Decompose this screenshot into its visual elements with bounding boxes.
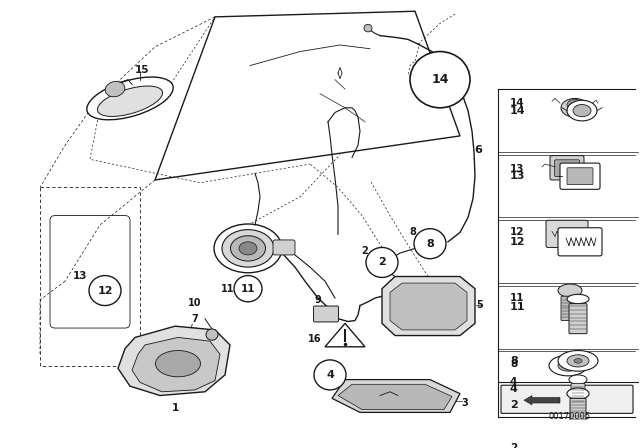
Polygon shape <box>332 379 460 413</box>
FancyBboxPatch shape <box>569 304 587 334</box>
FancyBboxPatch shape <box>561 296 579 321</box>
Circle shape <box>366 247 398 277</box>
Ellipse shape <box>558 284 582 297</box>
FancyBboxPatch shape <box>558 228 602 256</box>
Text: 12: 12 <box>510 228 525 237</box>
Text: 3: 3 <box>461 398 468 408</box>
Text: 8: 8 <box>410 228 417 237</box>
Text: 2: 2 <box>510 443 517 448</box>
Ellipse shape <box>561 99 589 117</box>
Ellipse shape <box>558 360 578 371</box>
Text: 15: 15 <box>135 65 149 75</box>
Polygon shape <box>382 276 475 336</box>
Ellipse shape <box>567 99 583 111</box>
Text: 14: 14 <box>510 98 525 108</box>
Text: 4: 4 <box>326 370 334 380</box>
Text: 2: 2 <box>378 258 386 267</box>
Ellipse shape <box>567 294 589 304</box>
Text: 11: 11 <box>241 284 255 294</box>
Text: 16: 16 <box>308 334 322 345</box>
Ellipse shape <box>574 358 582 363</box>
Text: 1: 1 <box>172 403 179 413</box>
FancyArrow shape <box>524 396 560 405</box>
Ellipse shape <box>567 355 589 367</box>
Ellipse shape <box>230 236 266 261</box>
Text: 10: 10 <box>188 298 202 308</box>
Ellipse shape <box>564 363 572 368</box>
Ellipse shape <box>87 77 173 120</box>
Text: 4: 4 <box>510 384 518 394</box>
FancyBboxPatch shape <box>554 160 579 177</box>
Text: 00170005: 00170005 <box>549 412 591 421</box>
FancyBboxPatch shape <box>560 163 600 190</box>
FancyBboxPatch shape <box>314 306 339 322</box>
Circle shape <box>410 52 470 108</box>
Text: 13: 13 <box>73 271 87 281</box>
Text: 13: 13 <box>510 164 525 174</box>
Polygon shape <box>338 384 452 409</box>
FancyBboxPatch shape <box>273 240 295 255</box>
Text: 4: 4 <box>510 377 517 388</box>
Ellipse shape <box>222 230 274 267</box>
Circle shape <box>364 24 372 32</box>
Polygon shape <box>132 337 220 392</box>
Text: 8: 8 <box>426 239 434 249</box>
Circle shape <box>314 360 346 390</box>
Text: 13: 13 <box>510 171 525 181</box>
Ellipse shape <box>569 375 587 384</box>
Ellipse shape <box>567 388 589 399</box>
Text: 5: 5 <box>477 300 483 310</box>
Circle shape <box>234 276 262 302</box>
Ellipse shape <box>573 104 591 116</box>
Ellipse shape <box>156 350 200 377</box>
Circle shape <box>414 228 446 258</box>
Ellipse shape <box>214 224 282 273</box>
Text: 2: 2 <box>510 400 518 410</box>
Text: 11: 11 <box>510 302 525 312</box>
Text: 14: 14 <box>510 106 525 116</box>
Text: 14: 14 <box>431 73 449 86</box>
Ellipse shape <box>558 350 598 371</box>
Text: 8: 8 <box>510 356 518 366</box>
FancyBboxPatch shape <box>546 220 588 247</box>
Text: 9: 9 <box>315 295 321 305</box>
FancyBboxPatch shape <box>550 155 584 180</box>
Text: 12: 12 <box>510 237 525 247</box>
FancyBboxPatch shape <box>571 383 585 406</box>
Ellipse shape <box>567 100 597 121</box>
FancyBboxPatch shape <box>567 168 593 185</box>
Text: 7: 7 <box>191 314 198 323</box>
Text: 2: 2 <box>362 246 369 256</box>
Ellipse shape <box>105 82 125 97</box>
Ellipse shape <box>97 86 163 116</box>
Text: 6: 6 <box>474 145 482 155</box>
Polygon shape <box>390 283 467 330</box>
Circle shape <box>206 329 218 340</box>
Text: 8: 8 <box>510 359 517 369</box>
Circle shape <box>89 276 121 306</box>
Ellipse shape <box>549 355 587 376</box>
Polygon shape <box>118 326 230 396</box>
Text: 12: 12 <box>97 285 113 296</box>
Ellipse shape <box>239 242 257 255</box>
FancyBboxPatch shape <box>570 398 586 425</box>
Text: 11: 11 <box>221 284 235 294</box>
Text: 11: 11 <box>510 293 525 303</box>
FancyBboxPatch shape <box>501 385 633 414</box>
